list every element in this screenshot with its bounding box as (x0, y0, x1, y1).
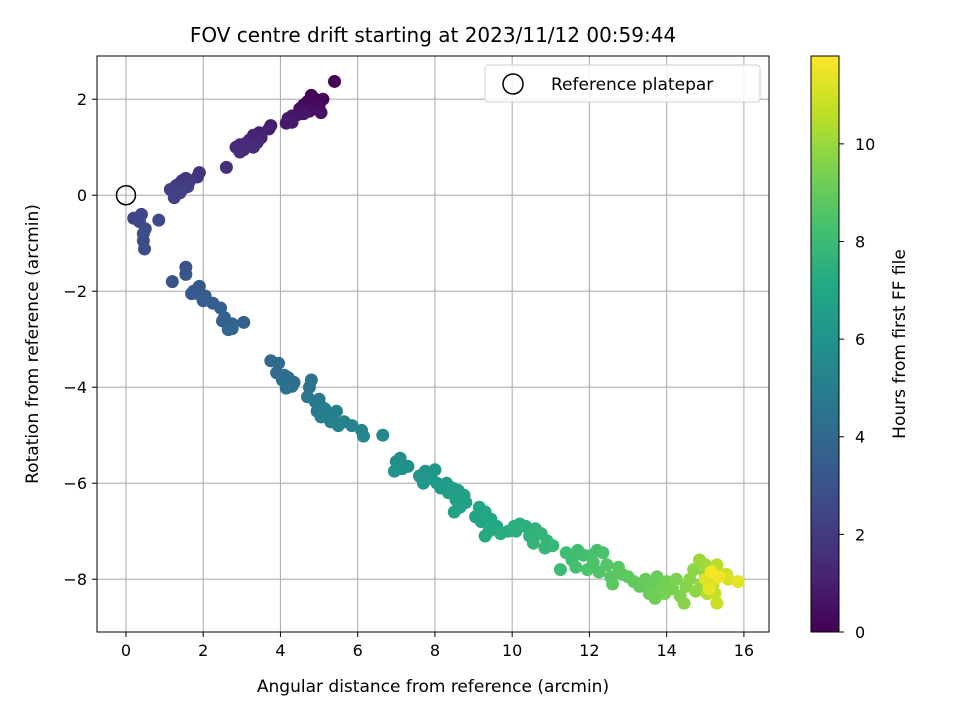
x-tick-label: 8 (430, 641, 440, 660)
reference-platepar-marker (115, 184, 137, 206)
data-point (553, 563, 567, 577)
data-point (387, 464, 401, 478)
data-point (279, 116, 293, 130)
data-point (314, 106, 328, 120)
colorbar-tick-label: 10 (855, 135, 875, 154)
colorbar-tick-label: 2 (855, 525, 865, 544)
data-point (179, 267, 193, 281)
data-point (297, 107, 311, 121)
legend: Reference platepar (484, 64, 761, 103)
colorbar: 0 2 4 6 8 10 Hours from first FF file (810, 55, 910, 642)
data-point (650, 570, 664, 584)
x-tick-label: 6 (353, 641, 363, 660)
x-tick-label: 2 (198, 641, 208, 660)
data-point (526, 536, 540, 550)
x-tick-label: 14 (656, 641, 676, 660)
data-point (546, 539, 560, 553)
colorbar-tick-label: 4 (855, 428, 865, 447)
x-tick-label: 0 (121, 641, 131, 660)
data-point (237, 315, 251, 329)
x-tick-label: 10 (502, 641, 522, 660)
data-point (416, 476, 430, 490)
data-point (669, 572, 683, 586)
data-point (569, 560, 583, 574)
data-point (152, 213, 166, 227)
data-point (185, 287, 199, 301)
data-point (648, 591, 662, 605)
data-point (606, 577, 620, 591)
data-point (356, 429, 370, 443)
axis-ticks: 0 2 4 6 8 10 12 14 16 −8 −6 −4 −2 0 2 (63, 90, 754, 660)
y-axis-label: Rotation from reference (arcmin) (23, 204, 43, 484)
data-point (596, 546, 610, 560)
data-point (710, 596, 724, 610)
y-tick-label: −4 (63, 378, 87, 397)
data-point (731, 575, 745, 589)
y-tick-label: 2 (77, 90, 87, 109)
legend-label-reference: Reference platepar (551, 75, 713, 95)
data-point (225, 322, 239, 336)
grid (97, 56, 769, 632)
colorbar-tick-label: 8 (855, 232, 865, 251)
data-point (704, 565, 718, 579)
x-tick-label: 4 (275, 641, 285, 660)
data-point (314, 410, 328, 424)
data-point (329, 404, 343, 418)
x-tick-label: 12 (579, 641, 599, 660)
data-point (687, 563, 701, 577)
y-tick-label: −2 (63, 282, 87, 301)
data-point (509, 524, 523, 538)
data-point (580, 563, 594, 577)
data-point (677, 596, 691, 610)
data-point (376, 428, 390, 442)
x-axis-label: Angular distance from reference (arcmin) (257, 677, 609, 697)
data-point (219, 160, 233, 174)
data-point (279, 381, 293, 395)
colorbar-label: Hours from first FF file (890, 249, 910, 439)
data-point (345, 419, 359, 433)
plot-frame (96, 55, 770, 633)
chart-title: FOV centre drift starting at 2023/11/12 … (190, 23, 676, 47)
legend-frame (484, 64, 761, 103)
legend-reference-marker (502, 73, 524, 95)
data-point (233, 145, 247, 159)
y-tick-label: −6 (63, 474, 87, 493)
data-point (167, 191, 181, 205)
y-tick-label: −8 (63, 570, 87, 589)
data-point (702, 582, 716, 596)
colorbar-tick-label: 0 (855, 623, 865, 642)
scatter-points (115, 74, 745, 610)
x-tick-label: 16 (734, 641, 754, 660)
data-point (600, 558, 614, 572)
data-point (478, 529, 492, 543)
data-point (165, 275, 179, 289)
colorbar-ticks: 0 2 4 6 8 10 (839, 135, 875, 642)
colorbar-gradient (810, 55, 840, 633)
data-point (447, 505, 461, 519)
data-point (138, 242, 152, 256)
data-point (328, 74, 342, 88)
y-tick-label: 0 (77, 186, 87, 205)
colorbar-tick-label: 6 (855, 330, 865, 349)
